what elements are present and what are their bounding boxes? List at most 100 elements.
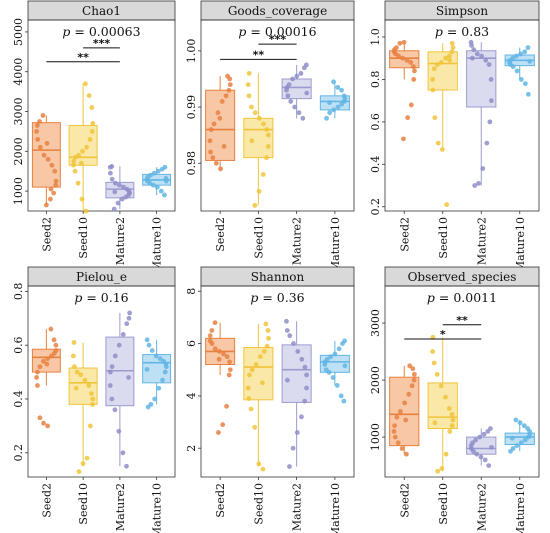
data-point [324, 115, 329, 121]
data-point [482, 457, 488, 463]
data-point [399, 446, 405, 451]
data-point [156, 385, 162, 391]
y-tick-label: 2 [185, 445, 198, 452]
x-tick-label-seed10: Seed10 [437, 483, 450, 525]
data-point [335, 85, 341, 90]
data-point [469, 55, 475, 61]
data-point [468, 39, 474, 45]
data-point [290, 76, 295, 82]
data-point [484, 140, 490, 146]
data-point [522, 437, 528, 443]
data-point [434, 371, 440, 377]
data-point [489, 444, 494, 450]
data-point [221, 351, 226, 357]
data-point [450, 45, 456, 50]
data-point [149, 348, 155, 353]
data-point [48, 186, 54, 192]
data-point [446, 53, 452, 59]
box-seed2 [205, 73, 236, 172]
data-point [212, 346, 218, 352]
data-point [41, 420, 46, 426]
x-tick-label-mature10: Mature10 [151, 483, 164, 533]
data-point [53, 178, 59, 184]
data-point [327, 100, 332, 105]
data-point [109, 176, 115, 182]
p-value: p = 0.16 [74, 290, 128, 305]
data-point [41, 152, 47, 158]
data-point [449, 423, 455, 429]
data-point [430, 87, 436, 93]
data-point [210, 155, 216, 161]
data-point [266, 335, 271, 341]
data-point [287, 464, 292, 469]
data-point [89, 105, 95, 110]
data-point [261, 349, 267, 354]
data-point [265, 328, 271, 333]
data-point [35, 369, 40, 375]
data-point [449, 411, 455, 417]
data-point [34, 129, 40, 134]
panel-title: Simpson [436, 4, 489, 18]
x-tick-label-seed10: Seed10 [77, 483, 90, 525]
data-point [223, 93, 229, 99]
data-point [70, 353, 76, 359]
data-point [151, 170, 157, 176]
data-point [89, 391, 94, 397]
data-point [261, 121, 266, 127]
data-point [249, 104, 254, 110]
data-point [218, 166, 223, 172]
data-point [397, 409, 403, 414]
data-point [260, 466, 266, 472]
data-point [43, 202, 49, 208]
data-point [107, 383, 113, 388]
p-value: p = 0.00063 [62, 24, 140, 39]
data-point [120, 450, 126, 456]
data-point [304, 385, 309, 391]
data-point [78, 160, 84, 166]
box-seed10 [243, 321, 274, 472]
data-point [443, 451, 449, 457]
data-point [403, 451, 409, 457]
data-point [90, 121, 96, 126]
data-point [227, 367, 233, 373]
box-seed2 [31, 326, 61, 429]
box-seed10 [243, 70, 274, 208]
y-tick-label: 2000 [369, 366, 382, 394]
data-point [226, 87, 232, 93]
y-tick-label: 0.99 [185, 95, 198, 120]
data-point [144, 366, 150, 372]
data-point [112, 407, 118, 413]
data-point [432, 115, 438, 121]
data-point [447, 57, 453, 63]
data-point [207, 138, 213, 144]
data-point [163, 175, 169, 181]
data-point [75, 180, 81, 186]
data-point [341, 398, 347, 404]
data-point [153, 353, 159, 359]
data-point [73, 385, 79, 391]
data-point [219, 99, 225, 104]
data-point [339, 87, 344, 93]
x-tick-label-mature2: Mature2 [475, 483, 488, 531]
significance-label: *** [269, 33, 287, 46]
data-point [331, 79, 336, 85]
data-point [472, 183, 478, 188]
data-point [450, 417, 456, 423]
data-point [410, 366, 416, 372]
p-number: = 0.36 [258, 290, 304, 305]
data-point [336, 346, 342, 352]
plot-frame [200, 19, 355, 212]
data-point [411, 377, 417, 383]
data-point [286, 82, 292, 88]
data-point [486, 62, 492, 67]
data-point [116, 428, 122, 434]
data-point [400, 136, 406, 142]
data-point [291, 341, 296, 346]
data-point [84, 455, 90, 461]
panel-goods-coverage: Goods_coverage 0.98 0.99 1.00 Seed2 Seed10 Mat… [185, 0, 355, 272]
data-point [112, 180, 118, 186]
panel-title: Chao1 [82, 4, 121, 18]
data-point [332, 351, 338, 357]
data-point [527, 58, 533, 64]
data-point [260, 172, 266, 177]
